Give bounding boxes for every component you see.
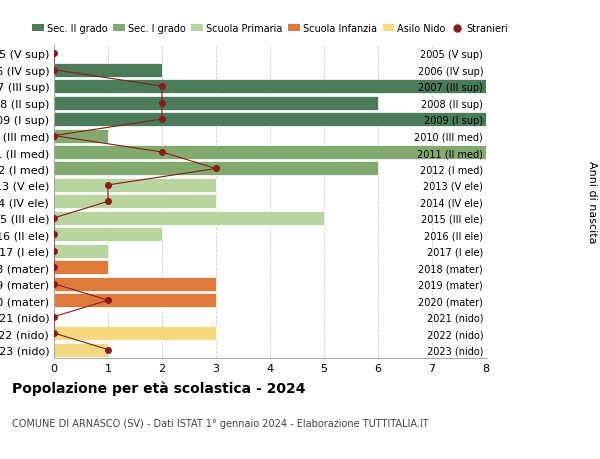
Bar — [54, 96, 378, 110]
Bar — [54, 244, 108, 258]
Bar — [54, 129, 108, 143]
Bar — [54, 80, 486, 94]
Text: COMUNE DI ARNASCO (SV) - Dati ISTAT 1° gennaio 2024 - Elaborazione TUTTITALIA.IT: COMUNE DI ARNASCO (SV) - Dati ISTAT 1° g… — [12, 418, 428, 428]
Bar — [54, 195, 216, 209]
Bar — [54, 63, 162, 78]
Bar — [54, 146, 486, 160]
Legend: Sec. II grado, Sec. I grado, Scuola Primaria, Scuola Infanzia, Asilo Nido, Stran: Sec. II grado, Sec. I grado, Scuola Prim… — [28, 20, 512, 38]
Bar — [54, 228, 162, 242]
Bar — [54, 212, 324, 225]
Bar — [54, 113, 486, 127]
Bar — [54, 294, 216, 308]
Bar — [54, 277, 216, 291]
Bar — [54, 326, 216, 341]
Bar — [54, 162, 378, 176]
Text: Popolazione per età scolastica - 2024: Popolazione per età scolastica - 2024 — [12, 381, 305, 396]
Bar — [54, 343, 108, 357]
Text: Anni di nascita: Anni di nascita — [587, 161, 597, 243]
Bar — [54, 179, 216, 192]
Bar — [54, 261, 108, 274]
